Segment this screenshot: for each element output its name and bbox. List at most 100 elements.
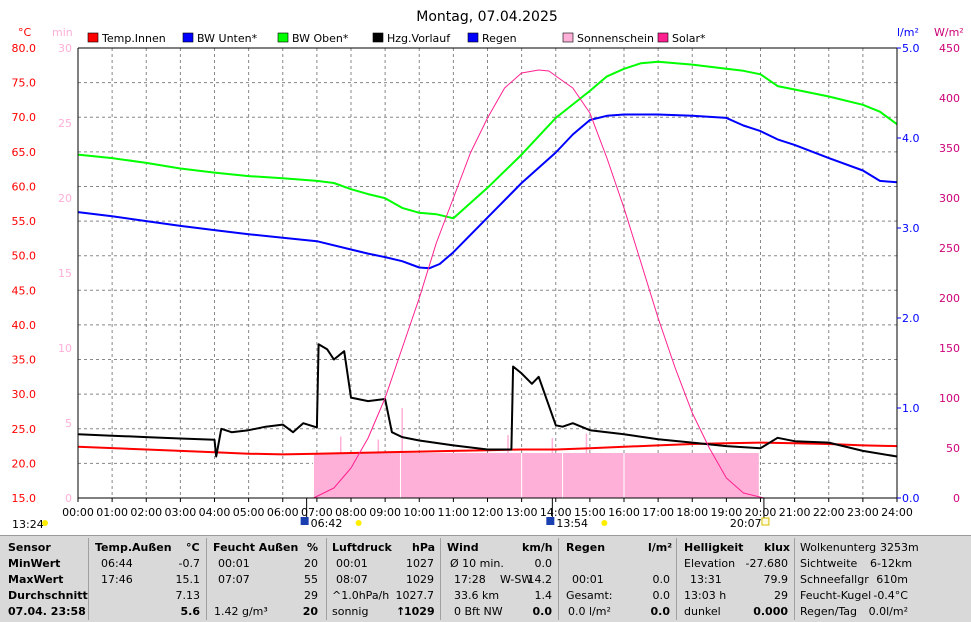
y-axis-label-rain: l/m² xyxy=(897,26,919,39)
x-tick-label: 14:00 xyxy=(540,506,572,519)
legend-label: Solar* xyxy=(672,32,706,45)
temp-max-value: 15.1 xyxy=(175,573,201,586)
druck-trend-value: 1027.7 xyxy=(395,589,435,602)
sun-marker-label: 20:07 xyxy=(730,517,762,530)
x-tick-label: 10:00 xyxy=(403,506,435,519)
x-tick-label: 15:00 xyxy=(574,506,606,519)
y-tick-label-solar: 100 xyxy=(939,392,960,405)
y-tick-label-rain: 1.0 xyxy=(902,402,920,415)
legend-label: BW Oben* xyxy=(292,32,349,45)
temp-min-time: 06:44 xyxy=(101,557,133,570)
sun-marker-label: 13:54 xyxy=(556,517,588,530)
x-tick-label: 18:00 xyxy=(676,506,708,519)
feucht-header: Feucht Außen xyxy=(213,541,299,554)
sun-markers: 13:24 06:42 13:54 20:07 xyxy=(12,498,770,531)
y-tick-label-temp: 45.0 xyxy=(12,284,37,297)
feucht-avg-value: 29 xyxy=(304,589,318,602)
x-tick-label: 11:00 xyxy=(438,506,470,519)
y-tick-label-temp: 75.0 xyxy=(12,77,37,90)
chart-title: Montag, 07.04.2025 xyxy=(416,9,558,25)
legend-label: Temp.Innen xyxy=(101,32,166,45)
hell-current-value: 0.000 xyxy=(753,605,788,618)
y-tick-label-rain: 0.0 xyxy=(902,492,920,505)
temp-max-time: 17:46 xyxy=(101,573,133,586)
y-tick-label-solar: 350 xyxy=(939,142,960,155)
info-panel: Sensor MinWert MaxWert Durchschnitt 07.0… xyxy=(0,535,971,622)
x-tick-label: 24:00 xyxy=(881,506,913,519)
regen-total-label: Gesamt: xyxy=(566,589,613,602)
y-tick-label-min: 25 xyxy=(58,117,72,130)
y-tick-label-rain: 3.0 xyxy=(902,222,920,235)
druck-min-time: 00:01 xyxy=(336,557,368,570)
wind-max-value: 14.2 xyxy=(527,573,553,586)
druck-max-time: 08:07 xyxy=(336,573,368,586)
legend-swatch xyxy=(372,32,384,43)
x-tick-label: 22:00 xyxy=(813,506,845,519)
y-tick-label-min: 10 xyxy=(58,342,72,355)
feucht-max-time: 07:07 xyxy=(218,573,250,586)
y-tick-label-min: 0 xyxy=(65,492,72,505)
wind-max-dir: W-SW xyxy=(500,573,533,586)
minwert-label: MinWert xyxy=(8,557,61,570)
hell-max-time: 13:31 xyxy=(690,573,722,586)
wind-unit: km/h xyxy=(522,541,553,554)
legend-swatch xyxy=(182,32,194,43)
x-tick-label: 04:00 xyxy=(199,506,231,519)
y-tick-label-temp: 15.0 xyxy=(12,492,37,505)
y-tick-label-temp: 80.0 xyxy=(12,42,37,55)
y-tick-label-solar: 0 xyxy=(953,492,960,505)
regen-value: 0.0 xyxy=(652,573,671,586)
y-tick-label-temp: 55.0 xyxy=(12,215,37,228)
sun-icon xyxy=(601,520,608,526)
temp-header: Temp.Außen xyxy=(95,541,172,554)
y-tick-label-min: 15 xyxy=(58,267,72,280)
y-tick-label-temp: 30.0 xyxy=(12,388,37,401)
sun-icon xyxy=(355,520,362,526)
extra-value-3: -0.4°C xyxy=(873,589,908,602)
y-axis-label-solar: W/m² xyxy=(934,26,964,39)
y-tick-label-solar: 50 xyxy=(946,442,960,455)
wind-distance: 33.6 km xyxy=(454,589,500,602)
legend: Temp.Innen BW Unten* BW Oben* Hzg.Vorlauf Re… xyxy=(87,32,706,45)
temp-avg-value: 7.13 xyxy=(175,589,201,602)
druck-min-value: 1027 xyxy=(406,557,434,570)
feucht-current-value: 20 xyxy=(302,605,318,618)
y-tick-label-rain: 4.0 xyxy=(902,132,920,145)
x-tick-label: 23:00 xyxy=(847,506,879,519)
y-tick-label-temp: 65.0 xyxy=(12,146,37,159)
x-tick-label: 09:00 xyxy=(369,506,401,519)
sunshine-bar xyxy=(313,453,759,498)
regen-unit: l/m² xyxy=(648,541,673,554)
extra-value-4: 0.0l/m² xyxy=(868,605,908,618)
y-tick-label-rain: 2.0 xyxy=(902,312,920,325)
legend-label: Sonnenschein xyxy=(577,32,654,45)
druck-current-value: 1029 xyxy=(404,605,435,618)
hell-header: Helligkeit xyxy=(684,541,744,554)
hell-current-label: dunkel xyxy=(684,605,721,618)
sensor-header: Sensor xyxy=(8,541,51,554)
hell-elevation-value: -27.680 xyxy=(745,557,788,570)
hell-unit: klux xyxy=(764,541,791,554)
extra-label-4: Regen/Tag xyxy=(800,605,857,618)
y-tick-label-min: 30 xyxy=(58,42,72,55)
x-tick-label: 20:00 xyxy=(745,506,777,519)
extra-value-2: 610m xyxy=(876,573,908,586)
wind-distance-value: 1.4 xyxy=(534,589,553,602)
feucht-max-value: 55 xyxy=(304,573,318,586)
x-tick-label: 06:00 xyxy=(267,506,299,519)
y-tick-label-temp: 40.0 xyxy=(12,319,37,332)
regen-total-value: 0.0 xyxy=(652,589,671,602)
x-tick-label: 05:00 xyxy=(233,506,265,519)
y-tick-label-temp: 35.0 xyxy=(12,354,37,367)
temp-min-value: -0.7 xyxy=(178,557,200,570)
x-tick-label: 08:00 xyxy=(335,506,367,519)
x-tick-label: 01:00 xyxy=(96,506,128,519)
legend-label: Hzg.Vorlauf xyxy=(387,32,451,45)
legend-swatch xyxy=(657,32,669,43)
temp-current-value: 5.6 xyxy=(180,605,201,618)
y-tick-label-rain: 5.0 xyxy=(902,42,920,55)
moon-icon xyxy=(300,517,309,525)
hell-sun-time: 13:03 h xyxy=(684,589,727,602)
feucht-min-time: 00:01 xyxy=(218,557,250,570)
x-tick-label: 21:00 xyxy=(779,506,811,519)
